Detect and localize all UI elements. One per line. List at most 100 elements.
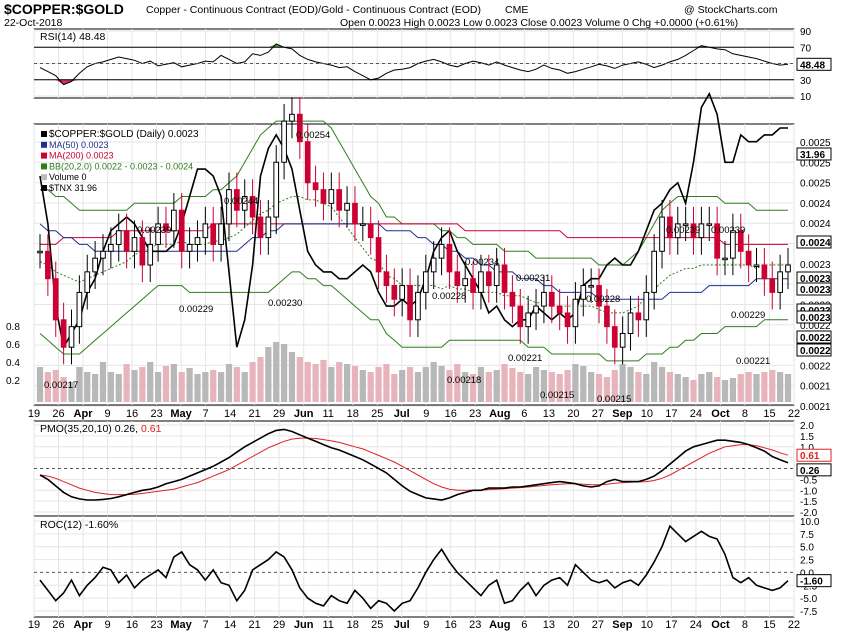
roc-tick-label: 7.5 xyxy=(800,530,814,541)
price-last-value-box xyxy=(796,282,832,296)
legend-swatch xyxy=(41,152,47,159)
volume-tick-label: 0.6 xyxy=(6,340,20,351)
volume-bar xyxy=(721,380,729,402)
volume-bar xyxy=(603,377,611,402)
volume-bar xyxy=(769,370,776,402)
volume-bar xyxy=(540,370,548,402)
pmo-panel: -2.0-1.5-1.0-0.50.00.51.01.52.00.610.26 … xyxy=(33,420,832,519)
rsi-tick-label: 70 xyxy=(800,43,812,54)
legend-swatch xyxy=(41,185,47,191)
volume-bar xyxy=(391,374,398,402)
price-annotation: 0.00228 xyxy=(586,294,620,305)
x-tick-label: May xyxy=(170,619,192,631)
price-annotation: 0.00215 xyxy=(540,390,574,401)
price-annotation: 0.00230 xyxy=(268,298,302,309)
x-tick-label: 22 xyxy=(788,619,800,631)
volume-bar xyxy=(296,357,303,402)
price-tick-label: 0.0025 xyxy=(800,179,831,190)
volume-bar xyxy=(60,377,67,402)
roc-panel: -7.5-5.0-2.50.02.55.07.510.0-1.60 ROC(12… xyxy=(33,515,832,618)
candle-body xyxy=(517,305,524,328)
volume-bar xyxy=(52,370,59,402)
volume-bar xyxy=(375,367,382,402)
roc-tick-label: 5.0 xyxy=(800,543,814,554)
bollinger-middle-line xyxy=(39,196,788,314)
volume-bar xyxy=(399,370,406,402)
exchange-label: CME xyxy=(505,4,528,16)
x-tick-label: 26 xyxy=(52,408,64,420)
price-tick-label: 0.0025 xyxy=(800,138,831,149)
price-last-value: 0.0023 xyxy=(800,285,831,296)
volume-bar xyxy=(36,367,44,402)
rsi-line xyxy=(39,43,789,86)
volume-bar xyxy=(777,372,784,402)
candle-body xyxy=(745,250,752,266)
candle-body xyxy=(651,250,657,293)
candle-body xyxy=(257,216,264,239)
price-annotation: 0.00221 xyxy=(508,353,542,364)
volume-bar xyxy=(706,372,713,402)
volume-bar xyxy=(619,364,626,402)
price-tick-label: 0.0024 xyxy=(800,199,831,210)
volume-bar xyxy=(501,364,508,402)
price-last-value-box xyxy=(796,310,832,324)
x-tick-label: 10 xyxy=(641,619,653,631)
price-overlay-lines xyxy=(39,91,788,362)
pmo-tick-label: 1.5 xyxy=(800,432,814,443)
candle-body xyxy=(218,223,224,245)
price-tick-label: 0.0021 xyxy=(800,382,831,393)
volume-bar xyxy=(477,367,485,402)
rsi-last-value-box xyxy=(796,57,832,71)
volume-bar xyxy=(328,367,335,402)
volume-bar xyxy=(139,367,146,402)
volume-bar xyxy=(210,370,217,402)
x-tick-label: Aug xyxy=(489,408,510,420)
x-tick-label: 6 xyxy=(521,408,527,420)
roc-plot xyxy=(39,524,789,613)
candle-body xyxy=(100,250,106,259)
ohlc-summary: Open 0.0023 High 0.0023 Low 0.0023 Close… xyxy=(340,17,738,29)
rsi-panel: 103050709048.48 RSI(14) 48.48 xyxy=(33,27,832,103)
candle-body xyxy=(485,271,492,287)
x-tick-label: 9 xyxy=(423,619,429,631)
legend-swatch xyxy=(41,131,47,137)
candle-body xyxy=(320,189,327,204)
rsi-tick-label: 10 xyxy=(800,92,812,103)
x-tick-label: 16 xyxy=(126,408,138,420)
x-axis-lower: 19 26 Apr 9 16 23 May 7 14 21 29 Jun 11 18 25 Jul 9 16 23 A… xyxy=(28,619,800,631)
volume-bar xyxy=(643,374,650,402)
candle-body xyxy=(604,305,610,328)
volume-bar xyxy=(367,372,374,402)
candle-body xyxy=(84,271,91,293)
price-annotation: 0.00254 xyxy=(296,130,330,141)
candle-body xyxy=(674,223,681,239)
candle-body xyxy=(415,291,421,321)
volume-bar xyxy=(383,364,390,402)
price-tick-label: 0.0023 xyxy=(800,260,831,271)
rsi-tick-label: 90 xyxy=(800,27,812,38)
x-tick-label: 16 xyxy=(445,408,457,420)
volume-bar xyxy=(233,367,240,402)
x-tick-label: 9 xyxy=(104,408,110,420)
price-annotation: 0.00239 xyxy=(711,225,745,236)
price-annotation: 0.00231 xyxy=(516,273,550,284)
candle-body xyxy=(635,312,642,321)
rsi-axis: 103050709048.48 xyxy=(34,27,832,103)
volume-bar xyxy=(186,368,193,402)
x-tick-label: May xyxy=(170,408,192,420)
candle-body xyxy=(422,271,429,293)
x-tick-label: 18 xyxy=(347,619,359,631)
candle-body xyxy=(131,237,138,252)
pmo-signal-value-box xyxy=(796,448,832,462)
x-axis-upper: 19 26 Apr 9 16 23 May 7 14 21 29 Jun 11 18 25 Jul 9 16 23 A… xyxy=(28,408,800,420)
volume-bar xyxy=(84,372,91,402)
x-tick-label: 9 xyxy=(104,619,110,631)
volume-bar xyxy=(280,344,288,402)
price-last-value: 0.0023 xyxy=(800,274,831,285)
x-tick-label: 25 xyxy=(371,408,383,420)
candle-body xyxy=(202,223,209,239)
candle-body xyxy=(454,271,461,287)
roc-last-value-box xyxy=(796,574,832,588)
roc-line xyxy=(39,524,789,613)
volume-bar xyxy=(635,372,642,402)
